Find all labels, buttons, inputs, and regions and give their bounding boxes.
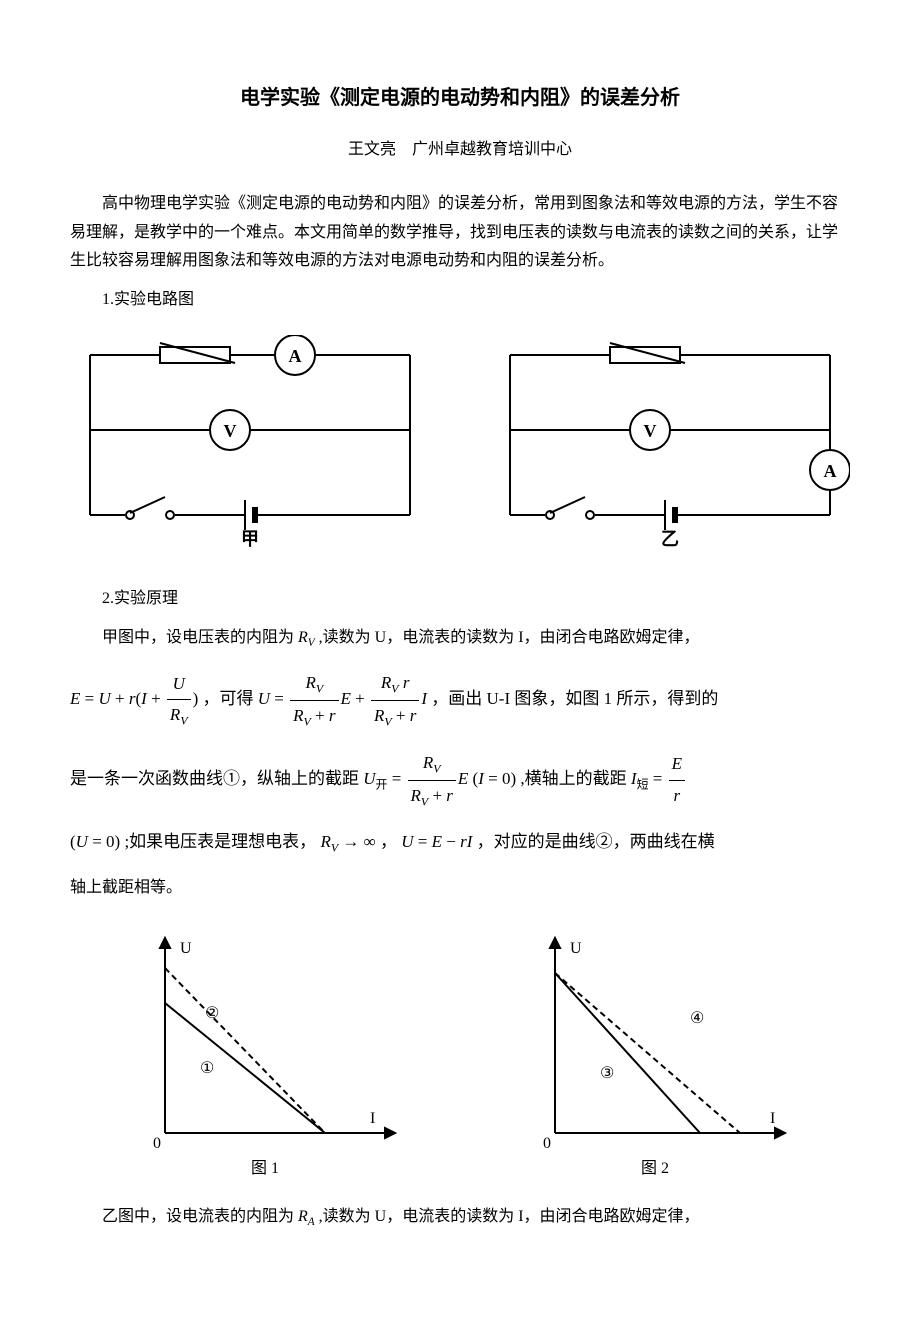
ammeter-label: A [289,346,302,366]
para-yi: 乙图中，设电流表的内阻为 RA ,读数为 U，电流表的读数为 I，由闭合电路欧姆… [70,1203,850,1232]
circuit-diagrams: A V 甲 [70,335,850,555]
para-yi-1: 乙图中，设电流表的内阻为 [102,1208,294,1225]
section-2: 2.实验原理 [70,585,850,614]
label-circ1: ① [200,1060,214,1077]
origin-2: 0 [543,1135,551,1152]
line4: 轴上截距相等。 [70,874,850,903]
para-jia-1: 甲图中，设电压表的内阻为 [102,629,294,646]
voltmeter-label: V [224,421,237,441]
label-circ2: ② [205,1005,219,1022]
voltmeter-label-yi: V [644,421,657,441]
para-yi-2: ,读数为 U，电流表的读数为 I，由闭合电路欧姆定律， [319,1208,700,1225]
axis-u-2: U [570,940,582,957]
para-jia-2: ,读数为 U，电流表的读数为 I，由闭合电路欧姆定律， [319,629,700,646]
axis-u-1: U [180,940,192,957]
ammeter-label-yi: A [824,461,837,481]
label-circ3: ③ [600,1065,614,1082]
circuit-label-yi: 乙 [661,529,679,549]
axis-i-1: I [370,1110,375,1127]
line3-b: ，对应的是曲线②，两曲线在横 [477,832,715,851]
origin-1: 0 [153,1135,161,1152]
graph-2: U I 0 ④ ③ 图 2 [505,923,805,1183]
label-circ4: ④ [690,1010,704,1027]
page-title: 电学实验《测定电源的电动势和内阻》的误差分析 [70,80,850,116]
intro-paragraph: 高中物理电学实验《测定电源的电动势和内阻》的误差分析，常用到图象法和等效电源的方… [70,190,850,276]
circuit-yi: V A 乙 [490,335,850,555]
formula-2: 是一条一次函数曲线①，纵轴上的截距 U开 = RVRV + rE (I = 0)… [70,748,850,813]
formula-1: E = U + r(I + URV) ，可得 U = RVRV + rE + R… [70,668,850,733]
line3-a: ;如果电压表是理想电表， [124,832,316,851]
axis-i-2: I [770,1110,775,1127]
circuit-jia: A V 甲 [70,335,430,555]
fig2-label: 图 2 [641,1160,669,1177]
author: 王文亮 广州卓越教育培训中心 [70,136,850,165]
line2-mid: ,横轴上的截距 [520,769,626,788]
graphs-row: U I 0 ② ① 图 1 U I 0 ④ ③ 图 2 [70,923,850,1183]
text-huachu: ，画出 U-I 图象，如图 1 所示，得到的 [431,689,718,708]
line2-pre: 是一条一次函数曲线①，纵轴上的截距 [70,769,359,788]
text-kede: ，可得 [203,689,254,708]
formula-3: (U = 0) ;如果电压表是理想电表， RV → ∞ ， U = E − rI… [70,827,850,859]
fig1-label: 图 1 [251,1160,279,1177]
section-1: 1.实验电路图 [70,286,850,315]
circuit-label-jia: 甲 [241,529,259,549]
para-jia: 甲图中，设电压表的内阻为 RV ,读数为 U，电流表的读数为 I，由闭合电路欧姆… [70,624,850,653]
graph-1: U I 0 ② ① 图 1 [115,923,415,1183]
